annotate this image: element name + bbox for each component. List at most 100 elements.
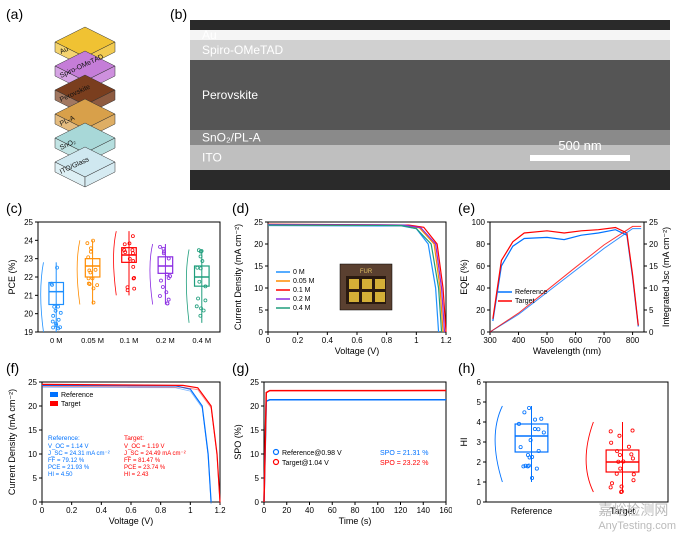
svg-text:21: 21 <box>24 291 33 300</box>
svg-text:5: 5 <box>649 306 654 315</box>
svg-text:600: 600 <box>569 336 583 345</box>
svg-text:3: 3 <box>477 438 482 447</box>
device-stack-svg: AuSpiro-OMeTADPerovskitePL-ASnO₂ITO/Glas… <box>10 20 160 190</box>
svg-text:V_OC = 1.14 V: V_OC = 1.14 V <box>48 444 89 450</box>
svg-text:24: 24 <box>24 236 33 245</box>
panel-g-chart: 0204060801001201401600510152025Time (s)S… <box>232 376 452 526</box>
svg-text:0.1 M: 0.1 M <box>293 287 311 294</box>
svg-text:6: 6 <box>477 378 482 387</box>
svg-text:2: 2 <box>477 458 482 467</box>
svg-text:0.2 M: 0.2 M <box>156 336 175 345</box>
svg-text:5: 5 <box>255 474 260 483</box>
svg-text:19: 19 <box>24 328 33 337</box>
svg-text:Au: Au <box>202 28 217 42</box>
svg-text:0.4: 0.4 <box>322 336 334 345</box>
svg-text:10: 10 <box>250 450 259 459</box>
svg-text:1: 1 <box>188 506 193 515</box>
svg-text:100: 100 <box>371 506 385 515</box>
label-d: (d) <box>232 200 249 216</box>
svg-text:Reference: Reference <box>515 289 547 296</box>
svg-text:25: 25 <box>254 218 263 227</box>
svg-text:0.2 M: 0.2 M <box>293 296 311 303</box>
svg-text:80: 80 <box>476 240 485 249</box>
svg-text:Target: Target <box>61 401 81 408</box>
svg-text:0: 0 <box>255 498 260 507</box>
svg-text:J_SC = 24.49 mA cm⁻²: J_SC = 24.49 mA cm⁻² <box>124 451 186 457</box>
label-g: (g) <box>232 360 249 376</box>
svg-text:Reference@0.98 V: Reference@0.98 V <box>282 450 342 457</box>
svg-text:Target:: Target: <box>124 435 144 442</box>
svg-text:500 nm: 500 nm <box>558 138 601 153</box>
svg-text:60: 60 <box>328 506 337 515</box>
sem-cross-section: AuSpiro-OMeTADPerovskiteSnO₂/PL-AITO500 … <box>190 20 670 190</box>
svg-text:0.05 M: 0.05 M <box>293 278 315 285</box>
svg-text:40: 40 <box>476 284 485 293</box>
svg-text:20: 20 <box>28 402 37 411</box>
panel-f-chart: 00.20.40.60.811.20510152025Voltage (V)Cu… <box>6 376 226 526</box>
svg-text:1: 1 <box>477 478 482 487</box>
svg-text:0: 0 <box>477 498 482 507</box>
svg-text:EQE (%): EQE (%) <box>459 259 469 295</box>
svg-text:15: 15 <box>649 262 658 271</box>
svg-text:10: 10 <box>649 284 658 293</box>
svg-text:0: 0 <box>649 328 654 337</box>
svg-text:120: 120 <box>394 506 408 515</box>
svg-text:10: 10 <box>28 450 37 459</box>
svg-text:PCE (%): PCE (%) <box>7 259 17 294</box>
svg-text:SnO₂/PL-A: SnO₂/PL-A <box>202 131 261 145</box>
label-h: (h) <box>458 360 475 376</box>
svg-text:PCE = 23.74 %: PCE = 23.74 % <box>124 465 166 471</box>
svg-text:60: 60 <box>476 262 485 271</box>
svg-text:HI: HI <box>459 438 469 447</box>
watermark-en: AnyTesting.com <box>598 520 676 532</box>
svg-text:4: 4 <box>477 418 482 427</box>
svg-text:500: 500 <box>540 336 554 345</box>
svg-text:0 M: 0 M <box>293 269 305 276</box>
svg-text:0 M: 0 M <box>50 336 63 345</box>
svg-text:20: 20 <box>24 310 33 319</box>
svg-text:Reference: Reference <box>511 506 553 516</box>
svg-text:20: 20 <box>254 240 263 249</box>
svg-text:15: 15 <box>28 426 37 435</box>
svg-text:Voltage (V): Voltage (V) <box>109 516 154 526</box>
svg-text:5: 5 <box>477 398 482 407</box>
svg-text:5: 5 <box>259 306 264 315</box>
svg-text:25: 25 <box>24 218 33 227</box>
svg-text:FF = 79.12 %: FF = 79.12 % <box>48 458 85 464</box>
svg-text:23: 23 <box>24 255 33 264</box>
svg-text:20: 20 <box>476 306 485 315</box>
svg-text:0.6: 0.6 <box>351 336 363 345</box>
svg-text:25: 25 <box>649 218 658 227</box>
svg-text:160: 160 <box>439 506 452 515</box>
svg-text:0: 0 <box>259 328 264 337</box>
svg-text:140: 140 <box>417 506 431 515</box>
svg-text:15: 15 <box>254 262 263 271</box>
svg-text:HI = 2.43: HI = 2.43 <box>124 472 149 478</box>
svg-text:20: 20 <box>250 402 259 411</box>
svg-text:ITO: ITO <box>202 151 222 165</box>
svg-text:10: 10 <box>254 284 263 293</box>
svg-text:0: 0 <box>33 498 38 507</box>
svg-text:Integrated Jsc (mA cm⁻²): Integrated Jsc (mA cm⁻²) <box>661 227 671 327</box>
svg-text:0.4 M: 0.4 M <box>192 336 211 345</box>
label-e: (e) <box>458 200 475 216</box>
svg-text:40: 40 <box>305 506 314 515</box>
panel-b-sem: AuSpiro-OMeTADPerovskiteSnO₂/PL-AITO500 … <box>190 20 670 190</box>
svg-text:0.6: 0.6 <box>125 506 137 515</box>
svg-text:0.2: 0.2 <box>292 336 304 345</box>
svg-text:Wavelength (nm): Wavelength (nm) <box>533 346 601 356</box>
svg-text:5: 5 <box>33 474 38 483</box>
svg-text:800: 800 <box>626 336 640 345</box>
svg-text:Target: Target <box>515 298 535 305</box>
svg-text:Target@1.04 V: Target@1.04 V <box>282 460 329 467</box>
svg-text:SPO (%): SPO (%) <box>233 424 243 460</box>
svg-text:700: 700 <box>597 336 611 345</box>
svg-text:0: 0 <box>266 336 271 345</box>
svg-text:1.2: 1.2 <box>214 506 226 515</box>
panel-a-device-stack: AuSpiro-OMeTADPerovskitePL-ASnO₂ITO/Glas… <box>10 20 160 190</box>
svg-text:Voltage (V): Voltage (V) <box>335 346 380 356</box>
svg-text:25: 25 <box>28 378 37 387</box>
svg-text:Spiro-OMeTAD: Spiro-OMeTAD <box>202 43 283 57</box>
svg-text:1.2: 1.2 <box>440 336 452 345</box>
svg-text:0.4: 0.4 <box>96 506 108 515</box>
